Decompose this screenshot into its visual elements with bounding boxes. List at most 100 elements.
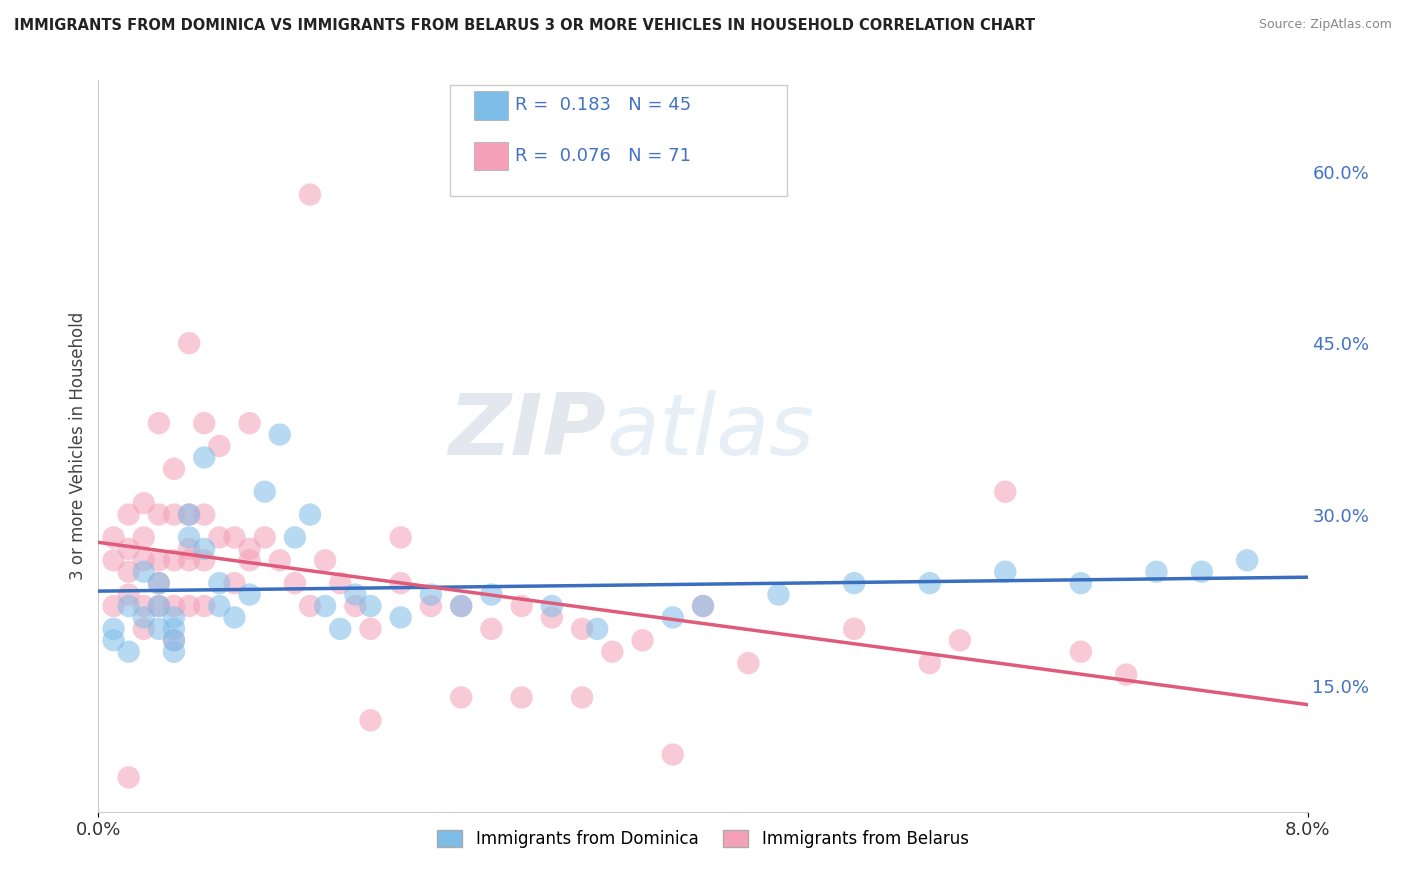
Point xyxy=(148,553,170,567)
Point xyxy=(631,633,654,648)
Point xyxy=(661,610,683,624)
Point xyxy=(299,508,322,522)
Point xyxy=(420,588,443,602)
Point xyxy=(239,588,262,602)
Point xyxy=(661,747,683,762)
Point xyxy=(193,416,215,430)
Point xyxy=(329,576,352,591)
Point xyxy=(163,645,186,659)
Point xyxy=(1070,645,1092,659)
Point xyxy=(253,484,276,499)
Point xyxy=(208,439,231,453)
Point xyxy=(103,622,125,636)
Text: IMMIGRANTS FROM DOMINICA VS IMMIGRANTS FROM BELARUS 3 OR MORE VEHICLES IN HOUSEH: IMMIGRANTS FROM DOMINICA VS IMMIGRANTS F… xyxy=(14,18,1035,33)
Point xyxy=(481,588,503,602)
Point xyxy=(208,599,231,613)
Point xyxy=(360,622,382,636)
Point xyxy=(148,622,170,636)
Point xyxy=(540,599,562,613)
Point xyxy=(163,633,186,648)
Point xyxy=(224,610,246,624)
Point xyxy=(571,622,593,636)
Point xyxy=(132,622,155,636)
Point xyxy=(1146,565,1168,579)
Point xyxy=(239,541,262,556)
Point xyxy=(314,599,336,613)
Point xyxy=(844,576,866,591)
Point xyxy=(420,599,443,613)
Point xyxy=(179,553,201,567)
Point xyxy=(269,427,291,442)
Point xyxy=(148,508,170,522)
Point xyxy=(586,622,609,636)
Point xyxy=(163,553,186,567)
Point xyxy=(193,541,215,556)
Point xyxy=(692,599,714,613)
Point xyxy=(179,530,201,544)
Point xyxy=(1115,667,1137,681)
Point xyxy=(118,588,141,602)
Point xyxy=(1191,565,1213,579)
Point xyxy=(239,416,262,430)
Point xyxy=(314,553,336,567)
Text: ZIP: ZIP xyxy=(449,390,606,473)
Point xyxy=(132,496,155,510)
Point xyxy=(1070,576,1092,591)
Point xyxy=(450,599,472,613)
Point xyxy=(344,588,367,602)
Point xyxy=(163,610,186,624)
Point xyxy=(918,576,941,591)
Point xyxy=(103,599,125,613)
Point xyxy=(450,599,472,613)
Point xyxy=(163,622,186,636)
Point xyxy=(602,645,624,659)
Point xyxy=(163,462,186,476)
Point xyxy=(148,416,170,430)
Point xyxy=(118,541,141,556)
Point xyxy=(103,553,125,567)
Point xyxy=(329,622,352,636)
Point xyxy=(768,588,790,602)
Point xyxy=(299,599,322,613)
Point xyxy=(103,530,125,544)
Point xyxy=(179,541,201,556)
Point xyxy=(103,633,125,648)
Point xyxy=(994,484,1017,499)
Point xyxy=(510,690,533,705)
Point xyxy=(208,530,231,544)
Point xyxy=(344,599,367,613)
Point xyxy=(118,771,141,785)
Point xyxy=(239,553,262,567)
Point xyxy=(284,576,307,591)
Text: atlas: atlas xyxy=(606,390,814,473)
Point xyxy=(148,599,170,613)
Point xyxy=(540,610,562,624)
Legend: Immigrants from Dominica, Immigrants from Belarus: Immigrants from Dominica, Immigrants fro… xyxy=(430,823,976,855)
Point xyxy=(179,508,201,522)
Point xyxy=(224,576,246,591)
Point xyxy=(193,599,215,613)
Point xyxy=(118,508,141,522)
Point xyxy=(299,187,322,202)
Point xyxy=(389,610,412,624)
Point xyxy=(193,553,215,567)
Point xyxy=(148,576,170,591)
Point xyxy=(450,690,472,705)
Point xyxy=(148,576,170,591)
Point xyxy=(949,633,972,648)
Y-axis label: 3 or more Vehicles in Household: 3 or more Vehicles in Household xyxy=(69,312,87,580)
Point xyxy=(179,508,201,522)
Point xyxy=(1236,553,1258,567)
Point xyxy=(571,690,593,705)
Point xyxy=(844,622,866,636)
Point xyxy=(284,530,307,544)
Text: R =  0.076   N = 71: R = 0.076 N = 71 xyxy=(515,147,690,165)
Point xyxy=(179,599,201,613)
Point xyxy=(193,450,215,465)
Point xyxy=(510,599,533,613)
Point xyxy=(737,656,759,670)
Point xyxy=(163,599,186,613)
Point xyxy=(193,508,215,522)
Point xyxy=(132,553,155,567)
Point xyxy=(179,336,201,351)
